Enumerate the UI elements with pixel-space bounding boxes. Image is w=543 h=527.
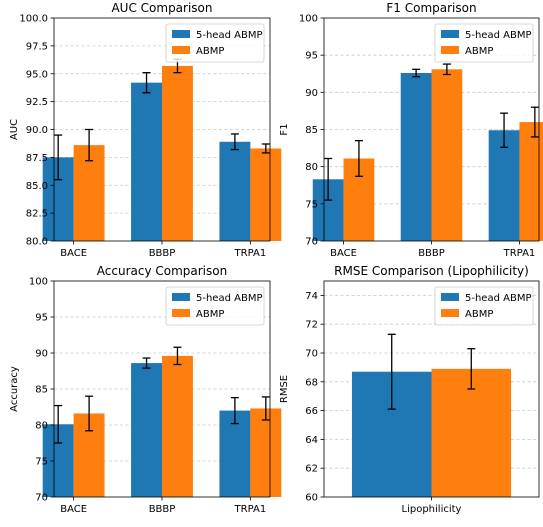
- legend-swatch: [172, 309, 190, 317]
- x-tick-label: BACE: [60, 248, 87, 259]
- chart-panel-1: 80.0 82.5 85.0 87.5 90.0 92.5 95.0 97.5 100.0 BAC…: [9, 1, 282, 259]
- bar-abmp-bbbp: [431, 69, 463, 241]
- y-tick-label: 64: [305, 435, 318, 446]
- bar-abmp-bbbp: [162, 355, 193, 497]
- bar-5-head-abmp-bbbp: [131, 363, 162, 497]
- y-axis-label: Accuracy: [9, 366, 20, 412]
- x-tick-label: TRPA1: [503, 248, 536, 259]
- legend-label: 5-head ABMP: [196, 30, 262, 41]
- y-tick-label: 95: [35, 313, 48, 324]
- chart-panel-3: 70 75 80 85 90 95 100 BACE BBBP TRPA1 Accuracy Com…: [9, 264, 282, 515]
- y-axis-label: RMSE: [279, 375, 290, 403]
- chart-title: Accuracy Comparison: [97, 264, 227, 278]
- x-tick-label: BBBP: [149, 248, 176, 259]
- legend-swatch: [172, 293, 190, 301]
- bar-abmp-trpa1: [250, 148, 282, 241]
- legend-box: [434, 23, 534, 63]
- y-tick-label: 75: [35, 457, 48, 468]
- y-tick-label: 95.0: [26, 69, 48, 80]
- legend-swatch: [172, 30, 190, 38]
- x-tick-label: Lipophilicity: [402, 504, 462, 515]
- legend-box: [434, 286, 534, 326]
- legend-label: ABMP: [465, 46, 493, 57]
- bar-abmp-trpa1: [250, 408, 282, 497]
- legend-label: ABMP: [196, 309, 224, 320]
- bar-5-head-abmp-bbbp: [400, 73, 432, 241]
- y-axis-label: AUC: [9, 119, 20, 140]
- y-tick-label: 85: [35, 385, 48, 396]
- x-tick-label: BACE: [330, 248, 357, 259]
- y-tick-label: 97.5: [26, 41, 48, 52]
- y-tick-label: 75: [305, 199, 318, 210]
- chart-title: AUC Comparison: [111, 1, 212, 15]
- x-tick-label: BBBP: [418, 248, 445, 259]
- y-tick-label: 66: [305, 406, 318, 417]
- y-tick-label: 80: [35, 421, 48, 432]
- x-tick-label: TRPA1: [234, 504, 267, 515]
- y-tick-label: 82.5: [26, 209, 48, 220]
- legend-swatch: [441, 293, 459, 301]
- chart-panel-4: 60 62 64 66 68 70 72 74 Lipophilicity RMSE Compar…: [279, 264, 540, 515]
- y-tick-label: 70: [305, 237, 318, 248]
- y-tick-label: 92.5: [26, 97, 48, 108]
- bar-5-head-abmp-trpa1: [488, 130, 520, 241]
- bar-abmp-bbbp: [162, 65, 193, 241]
- x-tick-label: TRPA1: [234, 248, 267, 259]
- legend-label: ABMP: [465, 309, 493, 320]
- legend-label: 5-head ABMP: [465, 293, 531, 304]
- y-tick-label: 85: [305, 125, 318, 136]
- y-tick-label: 100: [29, 277, 48, 288]
- x-tick-label: BBBP: [149, 504, 176, 515]
- y-tick-label: 70: [305, 349, 318, 360]
- y-tick-label: 68: [305, 377, 318, 388]
- legend-label: 5-head ABMP: [196, 293, 262, 304]
- bar-abmp-lipophilicity: [431, 368, 512, 497]
- legend-label: 5-head ABMP: [465, 30, 531, 41]
- legend-swatch: [441, 309, 459, 317]
- chart-title: RMSE Comparison (Lipophilicity): [334, 264, 529, 278]
- y-tick-label: 95: [305, 51, 318, 62]
- bar-abmp-trpa1: [519, 122, 543, 241]
- legend: 5-head ABMP ABMP: [434, 23, 534, 63]
- chart-panel-2: 70 75 80 85 90 95 100 BACE BBBP TRPA1 F1 Compariso…: [279, 1, 543, 259]
- y-tick-label: 90: [305, 88, 318, 99]
- legend-label: ABMP: [196, 46, 224, 57]
- y-tick-label: 90: [35, 349, 48, 360]
- y-tick-label: 74: [305, 291, 318, 302]
- y-tick-label: 80: [305, 162, 318, 173]
- bar-5-head-abmp-trpa1: [219, 141, 251, 241]
- y-tick-label: 62: [305, 464, 318, 475]
- y-tick-label: 87.5: [26, 153, 48, 164]
- y-tick-label: 60: [305, 493, 318, 504]
- y-tick-label: 100: [299, 14, 318, 25]
- y-tick-label: 85.0: [26, 181, 48, 192]
- y-tick-label: 80.0: [26, 237, 48, 248]
- legend-swatch: [441, 46, 459, 54]
- bar-5-head-abmp-bbbp: [131, 82, 162, 241]
- bar-5-head-abmp-trpa1: [219, 410, 251, 497]
- y-tick-label: 70: [35, 493, 48, 504]
- y-axis-label: F1: [279, 123, 290, 135]
- y-tick-label: 72: [305, 320, 318, 331]
- legend-box: [165, 23, 265, 63]
- legend: 5-head ABMP ABMP: [165, 23, 265, 63]
- legend-swatch: [441, 30, 459, 38]
- legend-box: [165, 286, 265, 326]
- x-tick-label: BACE: [60, 504, 87, 515]
- legend: 5-head ABMP ABMP: [434, 286, 534, 326]
- y-tick-label: 90.0: [26, 125, 48, 136]
- legend-swatch: [172, 46, 190, 54]
- legend: 5-head ABMP ABMP: [165, 286, 265, 326]
- chart-title: F1 Comparison: [386, 1, 476, 15]
- y-tick-label: 100.0: [19, 14, 48, 25]
